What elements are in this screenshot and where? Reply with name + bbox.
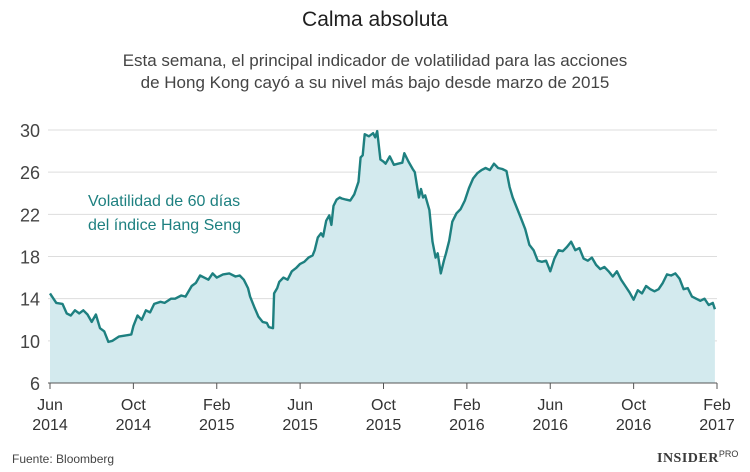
chart-subtitle-line-1: Esta semana, el principal indicador de v… (122, 51, 628, 70)
x-tick-month-3: Jun (287, 397, 313, 414)
x-tick-year-2: 2015 (199, 417, 235, 434)
series-label-line-2: del índice Hang Seng (88, 217, 241, 234)
x-tick-month-5: Feb (453, 397, 481, 414)
x-tick-month-7: Oct (621, 397, 646, 414)
brand-suffix: PRO (718, 449, 739, 459)
y-axis: 6 10 14 18 22 26 30 (20, 121, 40, 394)
x-tick-year-5: 2016 (449, 417, 485, 434)
x-axis: Jun 2014 Oct 2014 Feb 2015 Jun 2015 Oct 2015 Feb 20… (32, 383, 735, 434)
series-label-line-1: Volatilidad de 60 días (88, 193, 240, 210)
chart-subtitle-line-2: de Hong Kong cayó a su nivel más bajo de… (140, 73, 610, 92)
y-tick-label-26: 26 (20, 163, 40, 183)
x-tick-year-7: 2016 (616, 417, 652, 434)
x-tick-year-8: 2017 (699, 417, 735, 434)
y-tick-label-30: 30 (20, 121, 40, 141)
y-tick-label-6: 6 (30, 374, 40, 394)
y-tick-label-18: 18 (20, 248, 40, 268)
x-tick-month-2: Feb (203, 397, 231, 414)
source-note: Fuente: Bloomberg (12, 452, 115, 466)
chart-title: Calma absoluta (302, 8, 448, 31)
brand-logo: INSIDERPRO (657, 449, 738, 467)
brand-name: INSIDER (657, 451, 719, 466)
x-tick-year-6: 2016 (532, 417, 568, 434)
volatility-area-fill (50, 131, 715, 383)
x-tick-year-4: 2015 (366, 417, 402, 434)
y-tick-label-14: 14 (20, 290, 40, 310)
volatility-series-line (48, 129, 717, 344)
x-tick-month-0: Jun (37, 397, 63, 414)
x-tick-month-1: Oct (121, 397, 146, 414)
x-tick-year-1: 2014 (116, 417, 152, 434)
y-tick-label-22: 22 (20, 205, 40, 225)
x-tick-month-4: Oct (371, 397, 396, 414)
x-tick-month-8: Feb (703, 397, 731, 414)
x-tick-month-6: Jun (537, 397, 563, 414)
x-tick-year-3: 2015 (282, 417, 318, 434)
x-tick-year-0: 2014 (32, 417, 68, 434)
y-tick-label-10: 10 (20, 332, 40, 352)
